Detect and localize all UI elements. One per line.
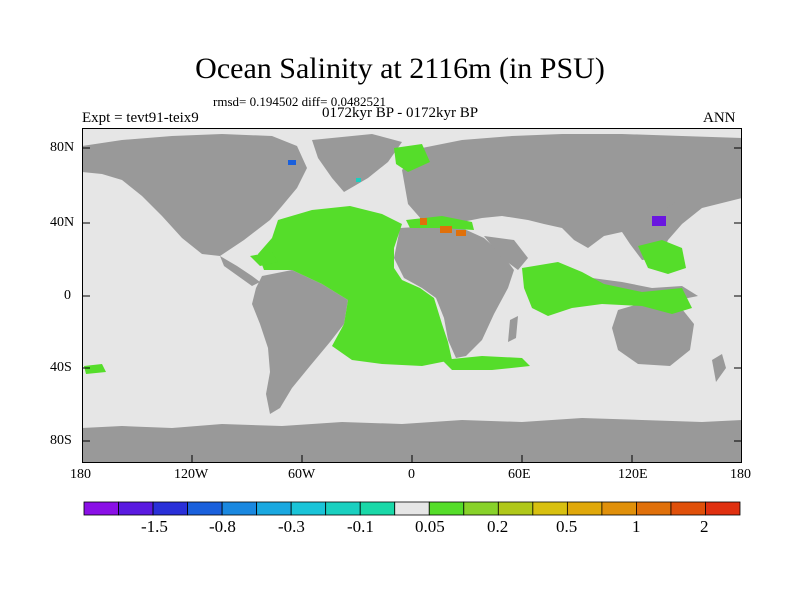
colorbar: [83, 501, 741, 516]
colorbar-box-10: [394, 501, 430, 516]
lat-label-80n: 80N: [50, 140, 75, 155]
colorbar-label-neg-0-3: -0.3: [278, 517, 305, 536]
land-eurasia: [402, 134, 742, 260]
land-new-zealand: [712, 354, 726, 382]
colorbar-label-0-05: 0.05: [415, 517, 445, 536]
colorbar-label-1: 1: [632, 517, 641, 536]
colorbar-box-11: [428, 501, 465, 516]
colorbar-label-0-2: 0.2: [487, 517, 509, 536]
anomaly-med-orange-3: [456, 230, 466, 236]
period-label: 0172kyr BP - 0172kyr BP: [322, 105, 479, 121]
land-africa: [394, 226, 514, 358]
land-japan: [666, 202, 682, 224]
land-central-america: [220, 256, 260, 286]
colorbar-label-2: 2: [700, 517, 709, 536]
colorbar-box-18: [670, 501, 706, 516]
anomaly-southeast-pacific: [84, 364, 106, 374]
colorbar-box-19: [705, 501, 741, 516]
land-south-america: [252, 270, 348, 414]
land-arabia: [484, 236, 528, 270]
lat-label-40s: 40S: [50, 360, 72, 375]
colorbar-label-neg-0-8: -0.8: [209, 517, 236, 536]
colorbar-box-15: [566, 501, 603, 516]
colorbar-box-2: [118, 501, 154, 516]
colorbar-box-4: [187, 501, 223, 516]
anomaly-arctic: [394, 144, 430, 172]
experiment-label: Expt = tevt91-teix9: [82, 110, 199, 126]
anomaly-med-orange-2: [440, 226, 452, 233]
colorbar-label-neg-0-1: -0.1: [347, 517, 374, 536]
lat-label-40n: 40N: [50, 215, 75, 230]
season-label: ANN: [703, 110, 736, 126]
lon-label-180-west: 180: [70, 467, 91, 482]
colorbar-box-1: [83, 501, 119, 516]
lon-label-0: 0: [408, 467, 415, 482]
colorbar-box-5: [221, 501, 258, 516]
lon-label-180-east: 180: [730, 467, 751, 482]
anomaly-caribbean: [250, 252, 278, 266]
lon-label-120w: 120W: [174, 467, 209, 482]
lon-label-120e: 120E: [618, 467, 648, 482]
lon-label-60w: 60W: [288, 467, 316, 482]
colorbar-box-9: [359, 501, 396, 516]
colorbar-box-6: [256, 501, 292, 516]
land-north-america: [82, 134, 307, 256]
land-greenland: [312, 134, 402, 192]
colorbar-box-17: [636, 501, 672, 516]
map-title: Ocean Salinity at 2116m (in PSU): [195, 52, 605, 85]
lon-label-60e: 60E: [508, 467, 531, 482]
colorbar-box-8: [325, 501, 361, 516]
colorbar-box-7: [290, 501, 327, 516]
anomaly-south-africa: [442, 356, 530, 370]
colorbar-box-14: [532, 501, 568, 516]
colorbar-box-3: [152, 501, 188, 516]
colorbar-box-12: [463, 501, 499, 516]
anomaly-med-orange-1: [420, 218, 427, 225]
colorbar-label-neg-1-5: -1.5: [141, 517, 168, 536]
anomaly-japan-sea-purple: [652, 216, 666, 226]
colorbar-boxes: [83, 501, 741, 516]
land-antarctica: [82, 418, 742, 463]
lat-label-80s: 80S: [50, 433, 72, 448]
anomaly-labrador-cyan: [356, 178, 361, 182]
map-ticks: [82, 147, 742, 463]
stats-text: rmsd= 0.194502 diff= 0.0482521: [213, 94, 386, 109]
anomaly-west-pacific: [638, 240, 686, 274]
lat-label-0: 0: [64, 288, 71, 303]
anomaly-indian-ocean: [522, 262, 692, 316]
land-australia: [612, 300, 694, 366]
anomaly-hudson-blue: [288, 160, 296, 165]
salinity-map: [82, 128, 742, 463]
anomaly-atlantic: [258, 206, 452, 366]
colorbar-box-13: [497, 501, 534, 516]
land-madagascar: [508, 316, 518, 342]
colorbar-label-0-5: 0.5: [556, 517, 578, 536]
colorbar-box-16: [601, 501, 637, 516]
